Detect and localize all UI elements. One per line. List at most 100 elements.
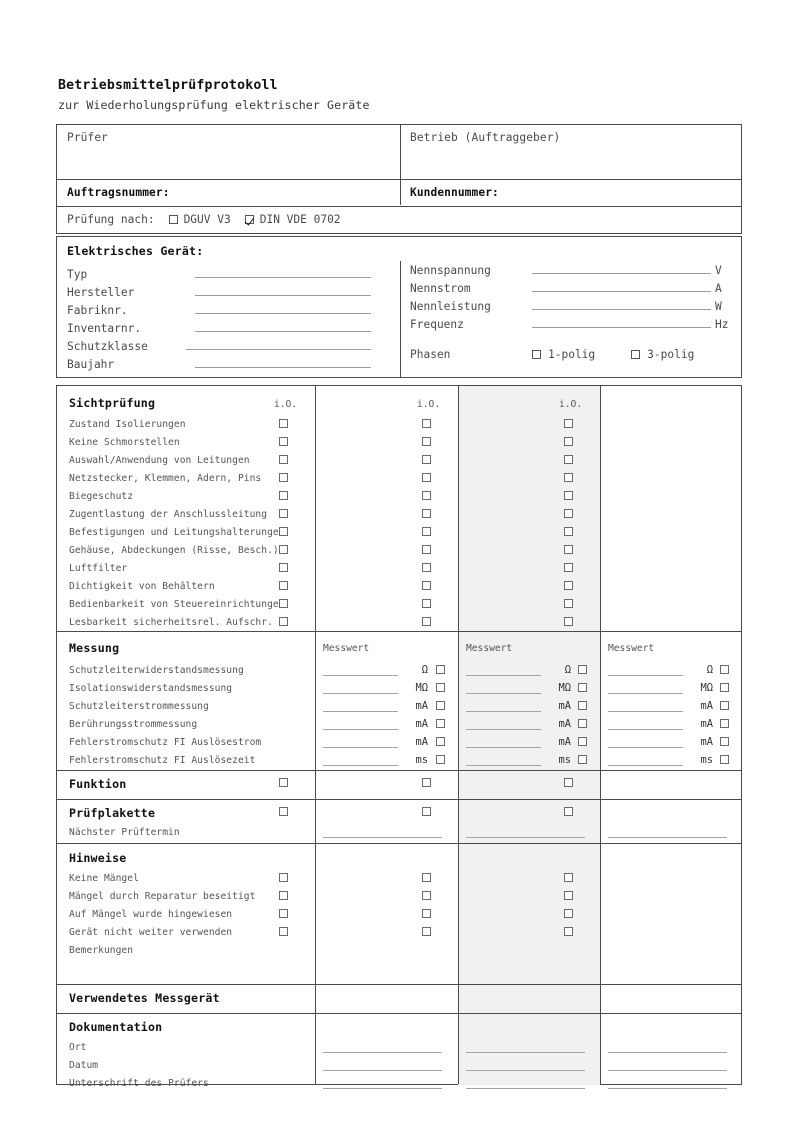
- pruefplakette-checkbox-c2[interactable]: [422, 807, 431, 816]
- messung-checkbox-c2-r5[interactable]: [578, 755, 587, 764]
- messung-value-c2-r3[interactable]: [466, 729, 541, 730]
- device-field-inventarnr-rule[interactable]: [195, 320, 371, 332]
- messung-checkbox-c1-r4[interactable]: [436, 737, 445, 746]
- device-field-nennleistung-rule[interactable]: [532, 298, 711, 310]
- device-field-nennspannung-rule[interactable]: [532, 262, 711, 274]
- sichtpruefung-checkbox-c3-r3[interactable]: [564, 473, 573, 482]
- device-field-fabriknr[interactable]: Fabriknr.: [67, 302, 392, 320]
- sichtpruefung-checkbox-c2-r6[interactable]: [422, 527, 431, 536]
- device-field-typ-rule[interactable]: [195, 266, 371, 278]
- device-field-schutzklasse-rule[interactable]: [186, 338, 371, 350]
- messung-checkbox-c2-r0[interactable]: [578, 665, 587, 674]
- sichtpruefung-checkbox-c1-r5[interactable]: [279, 509, 288, 518]
- sichtpruefung-checkbox-c2-r5[interactable]: [422, 509, 431, 518]
- sichtpruefung-checkbox-c2-r2[interactable]: [422, 455, 431, 464]
- messung-checkbox-c1-r5[interactable]: [436, 755, 445, 764]
- sichtpruefung-checkbox-c3-r8[interactable]: [564, 563, 573, 572]
- device-field-frequenz[interactable]: Frequenz Hz: [410, 316, 735, 334]
- messung-checkbox-c3-r3[interactable]: [720, 719, 729, 728]
- sichtpruefung-checkbox-c1-r11[interactable]: [279, 617, 288, 626]
- hinweise-checkbox-c1-r3[interactable]: [279, 927, 288, 936]
- hinweise-checkbox-c1-r1[interactable]: [279, 891, 288, 900]
- messung-value-c2-r0[interactable]: [466, 675, 541, 676]
- hinweise-checkbox-c2-r2[interactable]: [422, 909, 431, 918]
- hinweise-checkbox-c1-r0[interactable]: [279, 873, 288, 882]
- dokumentation-field-c1-r1[interactable]: [323, 1070, 442, 1071]
- sichtpruefung-checkbox-c1-r6[interactable]: [279, 527, 288, 536]
- hinweise-checkbox-c3-r0[interactable]: [564, 873, 573, 882]
- messung-value-c1-r2[interactable]: [323, 711, 398, 712]
- messung-checkbox-c3-r4[interactable]: [720, 737, 729, 746]
- sichtpruefung-checkbox-c3-r7[interactable]: [564, 545, 573, 554]
- device-field-frequenz-rule[interactable]: [532, 316, 711, 328]
- sichtpruefung-checkbox-c2-r1[interactable]: [422, 437, 431, 446]
- device-field-inventarnr[interactable]: Inventarnr.: [67, 320, 392, 338]
- device-field-baujahr-rule[interactable]: [195, 356, 371, 368]
- hinweise-checkbox-c3-r3[interactable]: [564, 927, 573, 936]
- sichtpruefung-checkbox-c3-r4[interactable]: [564, 491, 573, 500]
- messung-checkbox-c2-r3[interactable]: [578, 719, 587, 728]
- sichtpruefung-checkbox-c2-r9[interactable]: [422, 581, 431, 590]
- messung-checkbox-c2-r1[interactable]: [578, 683, 587, 692]
- sichtpruefung-checkbox-c1-r7[interactable]: [279, 545, 288, 554]
- messung-checkbox-c3-r0[interactable]: [720, 665, 729, 674]
- messung-value-c1-r0[interactable]: [323, 675, 398, 676]
- funktion-checkbox-c2[interactable]: [422, 778, 431, 787]
- messung-value-c2-r1[interactable]: [466, 693, 541, 694]
- sichtpruefung-checkbox-c2-r10[interactable]: [422, 599, 431, 608]
- hinweise-checkbox-c3-r2[interactable]: [564, 909, 573, 918]
- sichtpruefung-checkbox-c1-r10[interactable]: [279, 599, 288, 608]
- device-field-fabriknr-rule[interactable]: [195, 302, 371, 314]
- dokumentation-field-c2-r0[interactable]: [466, 1052, 585, 1053]
- messung-value-c3-r4[interactable]: [608, 747, 683, 748]
- dokumentation-field-c3-r2[interactable]: [608, 1088, 727, 1089]
- funktion-checkbox-c1[interactable]: [279, 778, 288, 787]
- device-field-baujahr[interactable]: Baujahr: [67, 356, 392, 374]
- pruefplakette-checkbox-c3[interactable]: [564, 807, 573, 816]
- messung-checkbox-c3-r2[interactable]: [720, 701, 729, 710]
- sichtpruefung-checkbox-c1-r8[interactable]: [279, 563, 288, 572]
- sichtpruefung-checkbox-c2-r8[interactable]: [422, 563, 431, 572]
- messung-value-c2-r2[interactable]: [466, 711, 541, 712]
- sichtpruefung-checkbox-c3-r1[interactable]: [564, 437, 573, 446]
- sichtpruefung-checkbox-c2-r7[interactable]: [422, 545, 431, 554]
- messung-checkbox-c2-r4[interactable]: [578, 737, 587, 746]
- phases-option-3-polig[interactable]: 3-polig: [631, 348, 694, 361]
- norm-option-din-vde-0702[interactable]: DIN VDE 0702: [244, 213, 341, 226]
- dokumentation-field-c1-r2[interactable]: [323, 1088, 442, 1089]
- sichtpruefung-checkbox-c2-r4[interactable]: [422, 491, 431, 500]
- messung-value-c3-r3[interactable]: [608, 729, 683, 730]
- messung-value-c3-r0[interactable]: [608, 675, 683, 676]
- messung-value-c1-r3[interactable]: [323, 729, 398, 730]
- sichtpruefung-checkbox-c3-r2[interactable]: [564, 455, 573, 464]
- hinweise-checkbox-c3-r1[interactable]: [564, 891, 573, 900]
- sichtpruefung-checkbox-c1-r4[interactable]: [279, 491, 288, 500]
- device-field-nennspannung[interactable]: Nennspannung V: [410, 262, 735, 280]
- messung-value-c1-r4[interactable]: [323, 747, 398, 748]
- device-field-hersteller[interactable]: Hersteller: [67, 284, 392, 302]
- messung-value-c3-r2[interactable]: [608, 711, 683, 712]
- messung-value-c1-r1[interactable]: [323, 693, 398, 694]
- sichtpruefung-checkbox-c1-r9[interactable]: [279, 581, 288, 590]
- messung-checkbox-c1-r3[interactable]: [436, 719, 445, 728]
- sichtpruefung-checkbox-c2-r0[interactable]: [422, 419, 431, 428]
- dokumentation-field-c2-r2[interactable]: [466, 1088, 585, 1089]
- sichtpruefung-checkbox-c3-r5[interactable]: [564, 509, 573, 518]
- device-field-nennstrom-rule[interactable]: [532, 280, 711, 292]
- sichtpruefung-checkbox-c3-r6[interactable]: [564, 527, 573, 536]
- pruefplakette-date-c1[interactable]: [323, 837, 442, 838]
- checkbox-dguv-v3[interactable]: [168, 215, 178, 224]
- pruefplakette-date-c3[interactable]: [608, 837, 727, 838]
- norm-option-dguv-v3[interactable]: DGUV V3: [168, 213, 231, 226]
- sichtpruefung-checkbox-c2-r11[interactable]: [422, 617, 431, 626]
- messung-value-c3-r5[interactable]: [608, 765, 683, 766]
- device-field-schutzklasse[interactable]: Schutzklasse: [67, 338, 392, 356]
- sichtpruefung-checkbox-c2-r3[interactable]: [422, 473, 431, 482]
- sichtpruefung-checkbox-c1-r3[interactable]: [279, 473, 288, 482]
- hinweise-checkbox-c2-r3[interactable]: [422, 927, 431, 936]
- phases-option-1-polig[interactable]: 1-polig: [532, 348, 595, 361]
- messung-checkbox-c1-r1[interactable]: [436, 683, 445, 692]
- hinweise-checkbox-c2-r1[interactable]: [422, 891, 431, 900]
- dokumentation-field-c2-r1[interactable]: [466, 1070, 585, 1071]
- sichtpruefung-checkbox-c3-r0[interactable]: [564, 419, 573, 428]
